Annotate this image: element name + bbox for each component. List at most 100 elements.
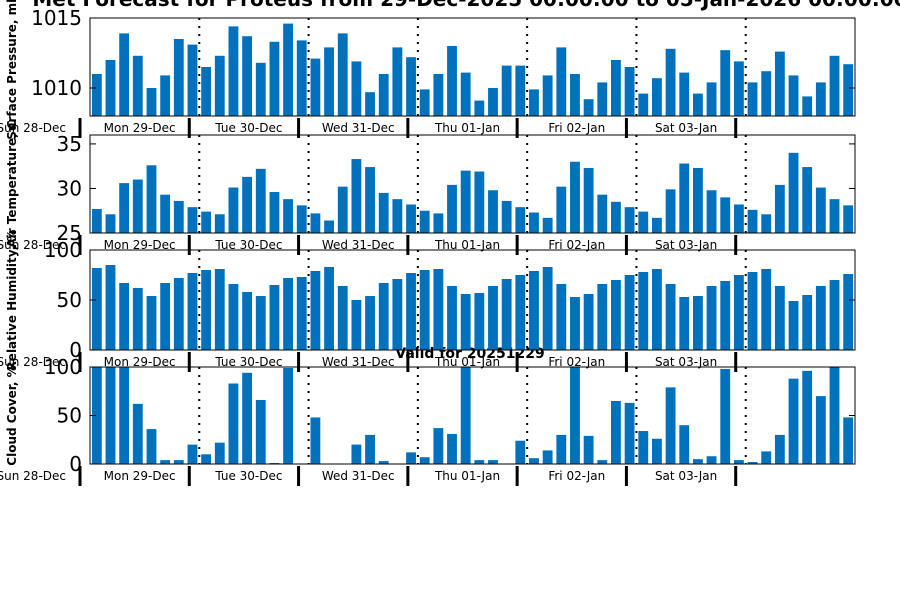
bar-humidity-20 <box>365 296 375 350</box>
bar-cloud-cover-24 <box>419 457 430 464</box>
day-label: Sun 28-Dec <box>0 121 66 135</box>
bar-cloud-cover-25 <box>433 428 444 464</box>
bar-pressure-53 <box>815 82 826 116</box>
day-label: Fri 02-Jan <box>548 238 605 252</box>
bar-pressure-13 <box>269 41 280 116</box>
bar-temperature-20 <box>365 167 375 233</box>
bar-cloud-cover-36 <box>583 435 594 464</box>
bar-humidity-55 <box>843 274 854 350</box>
bar-humidity-29 <box>488 286 498 350</box>
y-axis-label: Cloud Cover, % <box>5 365 19 465</box>
bar-cloud-cover-44 <box>692 459 703 464</box>
y-tick-label: 100 <box>44 355 82 379</box>
bar-temperature-23 <box>406 204 416 233</box>
bar-temperature-3 <box>132 179 143 233</box>
bar-pressure-50 <box>774 51 785 116</box>
day-label: Fri 02-Jan <box>548 355 605 369</box>
bar-temperature-16 <box>310 213 321 233</box>
bar-humidity-27 <box>460 294 471 350</box>
bar-temperature-35 <box>570 161 580 233</box>
bar-cloud-cover-2 <box>119 367 130 464</box>
bar-cloud-cover-54 <box>829 367 840 464</box>
bar-pressure-54 <box>829 55 840 116</box>
y-axis-label: Air Temperature, C <box>5 120 19 248</box>
bar-cloud-cover-23 <box>406 452 416 464</box>
bar-temperature-46 <box>720 197 731 233</box>
day-label: Wed 31-Dec <box>322 121 395 135</box>
bar-pressure-20 <box>365 92 375 116</box>
bar-humidity-25 <box>433 269 444 350</box>
bar-temperature-22 <box>392 199 403 233</box>
bar-humidity-54 <box>829 280 840 350</box>
bar-temperature-29 <box>488 190 498 233</box>
day-label: Tue 30-Dec <box>214 469 282 483</box>
bar-humidity-9 <box>214 269 225 350</box>
bar-temperature-31 <box>515 207 526 233</box>
axes-box-temperature <box>89 134 856 234</box>
bar-cloud-cover-1 <box>105 367 116 464</box>
bar-cloud-cover-21 <box>378 461 389 464</box>
bar-pressure-24 <box>419 89 430 116</box>
day-label: Mon 29-Dec <box>104 238 176 252</box>
bar-pressure-8 <box>201 67 212 116</box>
bar-humidity-6 <box>173 278 184 350</box>
day-label: Sun 28-Dec <box>0 355 66 369</box>
bar-humidity-12 <box>255 296 266 350</box>
bar-cloud-cover-16 <box>310 417 321 464</box>
day-label: Sun 28-Dec <box>0 469 66 483</box>
bar-pressure-2 <box>119 33 130 116</box>
y-tick-label: 25 <box>57 221 82 245</box>
day-label: Wed 31-Dec <box>322 238 395 252</box>
bar-pressure-27 <box>460 72 471 116</box>
bar-cloud-cover-37 <box>597 460 608 464</box>
bar-humidity-44 <box>692 296 703 350</box>
bar-pressure-37 <box>597 82 608 116</box>
bar-pressure-41 <box>652 78 662 116</box>
bar-pressure-23 <box>406 57 416 116</box>
bar-pressure-7 <box>187 44 198 116</box>
bar-pressure-55 <box>843 64 854 116</box>
bar-temperature-10 <box>228 187 239 233</box>
bar-pressure-5 <box>160 75 171 116</box>
bar-pressure-12 <box>255 62 266 116</box>
bar-cloud-cover-40 <box>638 431 649 464</box>
bar-humidity-46 <box>720 281 731 350</box>
bar-cloud-cover-38 <box>611 400 621 464</box>
bar-temperature-0 <box>91 208 102 233</box>
bar-temperature-18 <box>337 186 348 233</box>
bar-cloud-cover-48 <box>747 462 758 464</box>
bar-humidity-40 <box>638 272 649 350</box>
bar-pressure-49 <box>761 71 772 116</box>
y-tick-label: 50 <box>57 288 82 312</box>
day-label: Thu 01-Jan <box>434 469 500 483</box>
day-label: Fri 02-Jan <box>548 469 605 483</box>
y-tick-label: 1015 <box>31 6 82 30</box>
day-label: Sun 28-Dec <box>0 238 66 252</box>
bar-pressure-43 <box>679 72 690 116</box>
bar-humidity-13 <box>269 285 280 350</box>
bar-temperature-7 <box>187 207 198 233</box>
bar-humidity-16 <box>310 271 321 350</box>
bar-humidity-50 <box>774 286 785 350</box>
bar-cloud-cover-7 <box>187 444 198 464</box>
bar-temperature-53 <box>815 187 826 233</box>
day-label: Tue 30-Dec <box>214 121 282 135</box>
bar-cloud-cover-0 <box>91 367 102 464</box>
bar-cloud-cover-52 <box>802 370 813 464</box>
bar-temperature-19 <box>351 159 362 233</box>
bar-cloud-cover-34 <box>556 434 567 464</box>
day-label: Sat 03-Jan <box>655 238 717 252</box>
bar-humidity-43 <box>679 297 690 350</box>
bar-humidity-34 <box>556 284 567 350</box>
bar-humidity-3 <box>132 288 143 350</box>
bar-humidity-17 <box>324 267 334 350</box>
bar-cloud-cover-41 <box>652 438 662 464</box>
bar-temperature-4 <box>146 165 157 233</box>
bar-pressure-33 <box>542 75 553 116</box>
day-label: Wed 31-Dec <box>322 469 395 483</box>
bar-cloud-cover-3 <box>132 403 143 464</box>
bar-temperature-52 <box>802 167 813 233</box>
